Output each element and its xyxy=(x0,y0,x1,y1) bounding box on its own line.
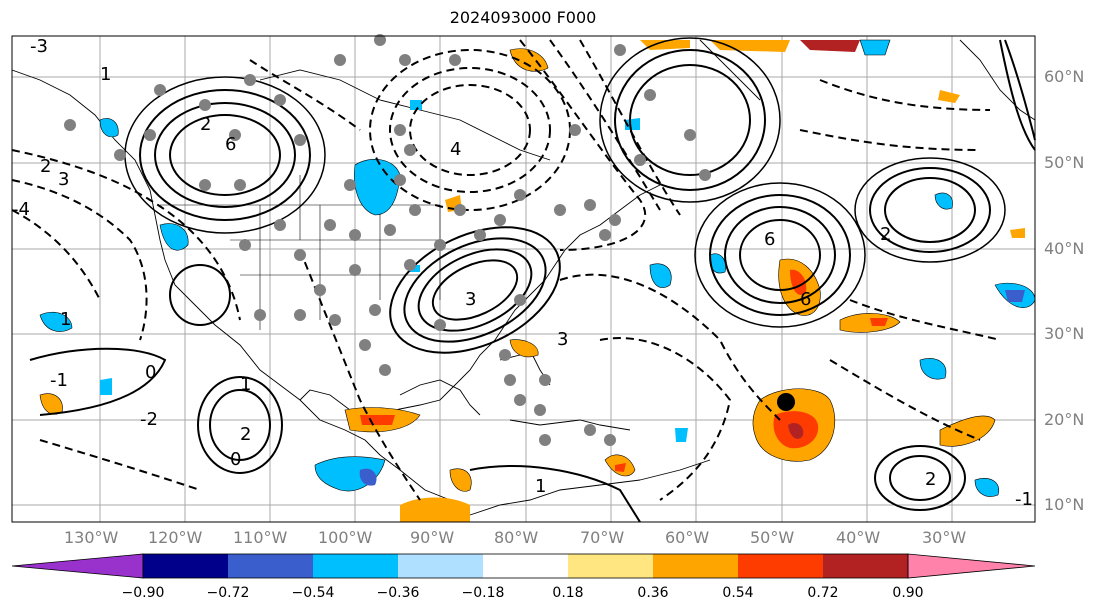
lon-label: 90°W xyxy=(410,528,455,547)
colorbar-segment xyxy=(313,554,398,578)
contours xyxy=(11,37,1036,523)
map-area: -3 1 2 3 -4 6 2 4 6 6 2 3 1 -1 2 0 -2 1 … xyxy=(11,34,1036,523)
colorbar-tick: 0.72 xyxy=(807,585,839,601)
contour-label: 0 xyxy=(145,362,156,383)
contour-label: 2 xyxy=(925,469,936,490)
colorbar-extend-high xyxy=(907,553,1036,579)
lon-label: 130°W xyxy=(64,528,119,547)
lat-label: 60°N xyxy=(1044,67,1085,86)
lon-label: 70°W xyxy=(580,528,625,547)
colorbar-tick: 0.18 xyxy=(552,585,584,601)
lon-label: 80°W xyxy=(494,528,539,547)
lon-label: 100°W xyxy=(318,528,373,547)
lon-label: 30°W xyxy=(922,528,967,547)
colorbar-segment xyxy=(653,554,738,578)
colorbar-tick: −0.90 xyxy=(121,585,165,601)
contour-label: -3 xyxy=(30,36,48,57)
colorbar-segment xyxy=(483,554,568,578)
contour-label: 2 xyxy=(40,156,51,177)
colorbar-tick: 0.36 xyxy=(637,585,669,601)
colorbar-tick: −0.36 xyxy=(376,585,420,601)
lat-label: 40°N xyxy=(1044,239,1085,258)
colorbar-tick: 0.54 xyxy=(722,585,754,601)
colorbar-segment xyxy=(568,554,653,578)
lon-label: 40°W xyxy=(836,528,881,547)
contour-labels: -3 1 2 3 -4 6 2 4 6 6 2 3 1 -1 2 0 -2 1 … xyxy=(12,36,1033,510)
station-points xyxy=(64,34,711,446)
contour-label: -1 xyxy=(50,370,68,391)
colorbar-segment xyxy=(823,554,908,578)
lon-label: 60°W xyxy=(665,528,710,547)
contour-label: 2 xyxy=(880,224,891,245)
contour-label: 1 xyxy=(240,374,251,395)
contour-label: 4 xyxy=(450,139,461,160)
lat-label: 50°N xyxy=(1044,153,1085,172)
colorbar-extend-low xyxy=(11,553,144,579)
colorbar-tick: −0.18 xyxy=(461,585,505,601)
anomaly-shading xyxy=(39,39,1036,522)
lat-label: 30°N xyxy=(1044,324,1085,343)
contour-label: 6 xyxy=(800,289,811,310)
colorbar-segment xyxy=(398,554,483,578)
contour-label: 1 xyxy=(535,476,546,497)
contour-label: 6 xyxy=(225,134,236,155)
contour-label: 2 xyxy=(240,424,251,445)
colorbar-tick: −0.54 xyxy=(291,585,335,601)
contour-label: 3 xyxy=(465,289,476,310)
contour-label: 3 xyxy=(58,169,69,190)
contour-label: 2 xyxy=(200,114,211,135)
lon-label: 50°W xyxy=(750,528,795,547)
contour-label: 6 xyxy=(764,229,775,250)
storm-marker xyxy=(777,393,795,411)
colorbar xyxy=(11,553,1036,579)
contour-label: 1 xyxy=(100,64,111,85)
colorbar-tick: 0.90 xyxy=(892,585,924,601)
lat-label: 10°N xyxy=(1044,495,1085,514)
colorbar-segment xyxy=(143,554,228,578)
contour-label: -2 xyxy=(140,409,158,430)
colorbar-segment xyxy=(738,554,823,578)
contour-label: 1 xyxy=(60,309,71,330)
colorbar-segment xyxy=(228,554,313,578)
lon-label: 110°W xyxy=(233,528,288,547)
map-title: 2024093000 F000 xyxy=(449,8,597,27)
contour-label: 0 xyxy=(230,449,241,470)
colorbar-tick: −0.72 xyxy=(206,585,250,601)
contour-label: -4 xyxy=(12,199,30,220)
contour-label: 3 xyxy=(557,329,568,350)
lat-label: 20°N xyxy=(1044,410,1085,429)
contour-label: -1 xyxy=(1015,489,1033,510)
lon-label: 120°W xyxy=(148,528,203,547)
